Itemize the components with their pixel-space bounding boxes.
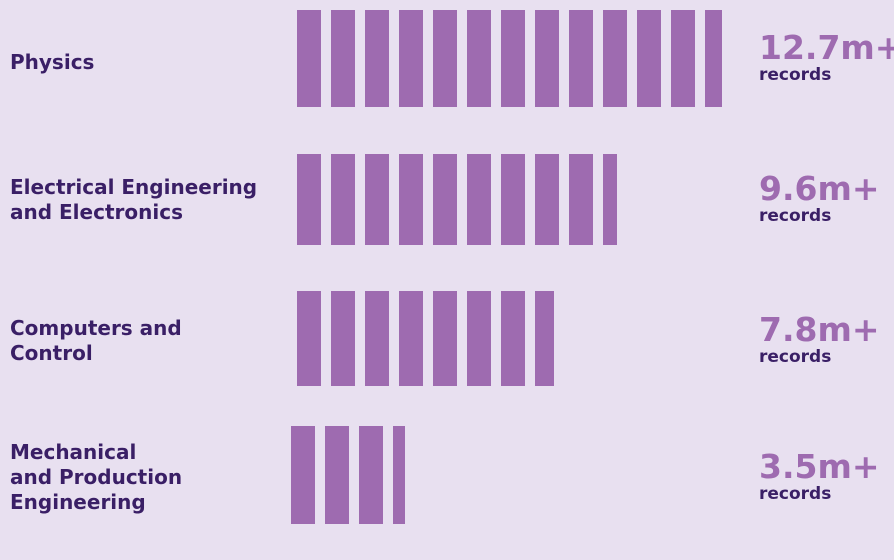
unit-label: records	[759, 484, 832, 504]
bar-segment-partial	[535, 291, 554, 386]
bar-segment	[359, 426, 383, 524]
value-label: 3.5m+	[759, 447, 880, 486]
bar-segment	[501, 154, 525, 245]
value-label: 12.7m+	[759, 28, 894, 67]
unit-label: records	[759, 206, 832, 226]
bar-segment	[331, 10, 355, 107]
bar-segment	[365, 291, 389, 386]
bar-segment	[535, 10, 559, 107]
bar-segment	[467, 10, 491, 107]
category-label: Electrical Engineering and Electronics	[10, 175, 258, 224]
bar-segment	[365, 154, 389, 245]
value-block: 9.6m+ records	[759, 169, 889, 226]
value-block: 3.5m+ records	[759, 447, 889, 504]
value-block: 12.7m+ records	[759, 28, 894, 85]
value-label: 9.6m+	[759, 169, 880, 208]
bar-segment	[501, 291, 525, 386]
chart-row: Physics 12.7m+ records	[0, 0, 894, 140]
bar-segment	[325, 426, 349, 524]
records-chart: Physics 12.7m+ records Electrical Engine…	[0, 0, 894, 524]
bar-segment	[433, 291, 457, 386]
bar-segment	[297, 291, 321, 386]
unit-label: records	[759, 347, 832, 367]
bar-segment	[331, 154, 355, 245]
bar-group	[297, 291, 554, 386]
bar-segment	[433, 10, 457, 107]
bar-segment	[297, 154, 321, 245]
bar-group	[291, 426, 405, 524]
value-block: 7.8m+ records	[759, 310, 889, 367]
bar-segment	[467, 154, 491, 245]
bar-segment-partial	[705, 10, 722, 107]
bar-segment	[569, 154, 593, 245]
bar-segment	[603, 10, 627, 107]
unit-label: records	[759, 65, 832, 85]
chart-row: Electrical Engineering and Electronics 9…	[0, 140, 894, 280]
category-label: Computers and Control	[10, 316, 182, 365]
bar-group	[297, 10, 722, 107]
value-label: 7.8m+	[759, 310, 880, 349]
bar-segment	[569, 10, 593, 107]
bar-segment	[467, 291, 491, 386]
bar-segment	[637, 10, 661, 107]
bar-group	[297, 154, 617, 245]
bar-segment	[501, 10, 525, 107]
bar-segment	[535, 154, 559, 245]
bar-segment	[291, 426, 315, 524]
bar-segment	[331, 291, 355, 386]
bar-segment-partial	[393, 426, 405, 524]
bar-segment	[399, 291, 423, 386]
chart-row: Computers and Control 7.8m+ records	[0, 280, 894, 420]
bar-segment	[365, 10, 389, 107]
bar-segment	[399, 154, 423, 245]
category-label: Mechanical and Production Engineering	[10, 439, 183, 514]
bar-segment	[433, 154, 457, 245]
category-label: Physics	[10, 49, 95, 74]
bar-segment	[399, 10, 423, 107]
bar-segment-partial	[603, 154, 617, 245]
bar-segment	[297, 10, 321, 107]
chart-row: Mechanical and Production Engineering 3.…	[0, 420, 894, 560]
bar-segment	[671, 10, 695, 107]
